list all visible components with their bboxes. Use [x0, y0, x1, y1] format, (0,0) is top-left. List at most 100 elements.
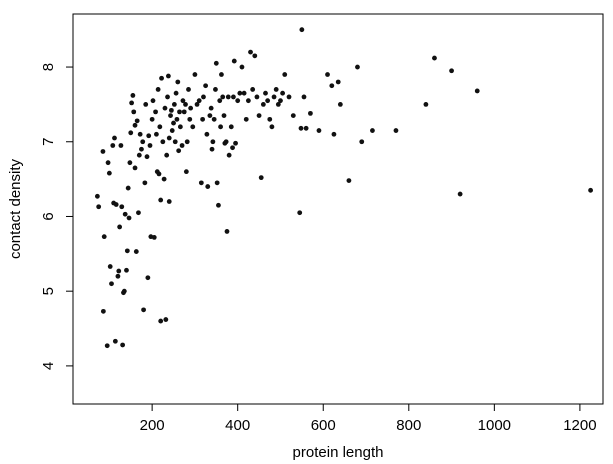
point: [228, 124, 234, 130]
point: [190, 124, 196, 130]
point: [325, 72, 330, 77]
point: [203, 83, 209, 89]
y-axis-label: contact density: [7, 158, 24, 259]
point: [141, 307, 146, 313]
point: [230, 145, 235, 151]
point: [136, 210, 141, 216]
point: [112, 338, 118, 344]
point: [173, 90, 179, 96]
point: [131, 109, 137, 115]
point: [269, 124, 275, 130]
point: [121, 288, 127, 294]
point: [112, 135, 117, 141]
x-tick-label: 1000: [478, 417, 511, 434]
point: [128, 130, 134, 136]
y-tick-label: 5: [40, 287, 57, 295]
point: [316, 128, 322, 133]
point: [162, 105, 168, 111]
point: [100, 308, 106, 314]
point: [110, 143, 116, 148]
point: [297, 210, 303, 216]
point: [329, 83, 335, 89]
point: [303, 125, 309, 131]
point: [226, 152, 232, 158]
y-tick-label: 7: [40, 138, 57, 146]
point: [124, 267, 129, 273]
point: [145, 275, 151, 281]
point: [144, 154, 150, 160]
point: [188, 105, 194, 111]
point: [119, 204, 125, 210]
point: [171, 120, 176, 126]
point: [282, 72, 288, 77]
point: [208, 105, 214, 111]
point: [299, 27, 305, 33]
point: [290, 113, 296, 119]
point: [192, 72, 198, 77]
point: [474, 88, 480, 94]
point: [258, 175, 264, 181]
point: [142, 180, 148, 186]
point: [204, 131, 210, 137]
y-tick-label: 6: [40, 212, 57, 220]
point: [355, 64, 360, 70]
point: [140, 139, 146, 145]
point: [207, 113, 213, 119]
point: [122, 211, 128, 217]
point: [159, 75, 164, 81]
point: [101, 234, 107, 240]
point: [115, 273, 121, 279]
point: [158, 318, 164, 324]
point: [213, 87, 218, 92]
point: [337, 102, 343, 107]
point: [280, 90, 286, 96]
point: [143, 102, 149, 107]
point: [301, 94, 307, 100]
point: [231, 58, 237, 64]
point: [225, 94, 231, 100]
point: [154, 131, 159, 137]
point: [166, 135, 172, 141]
point: [96, 204, 102, 210]
point: [224, 229, 230, 234]
point: [104, 343, 110, 349]
point: [235, 98, 241, 104]
point: [219, 72, 224, 77]
point: [166, 199, 172, 204]
point: [127, 160, 133, 166]
point: [160, 139, 166, 145]
point: [260, 102, 266, 107]
point: [156, 171, 162, 177]
point: [181, 109, 187, 115]
point: [275, 102, 281, 107]
point: [210, 139, 216, 145]
point: [449, 68, 454, 74]
point: [169, 128, 175, 133]
point: [209, 146, 215, 152]
point: [254, 94, 260, 100]
point: [132, 165, 138, 171]
point: [183, 102, 188, 107]
point: [177, 124, 183, 130]
x-tick-label: 400: [225, 417, 250, 434]
point: [457, 191, 463, 197]
point: [231, 94, 236, 100]
point: [271, 94, 277, 100]
point: [256, 113, 262, 119]
point: [237, 90, 243, 96]
point: [116, 268, 122, 274]
point: [168, 113, 173, 119]
point: [196, 98, 202, 104]
point: [137, 131, 143, 137]
point: [187, 116, 193, 122]
point: [168, 107, 174, 113]
point: [186, 87, 191, 92]
point: [117, 224, 123, 230]
point: [153, 109, 158, 115]
point: [105, 160, 111, 166]
point: [432, 55, 437, 61]
point: [126, 215, 132, 221]
point: [239, 64, 245, 70]
point: [217, 98, 223, 104]
